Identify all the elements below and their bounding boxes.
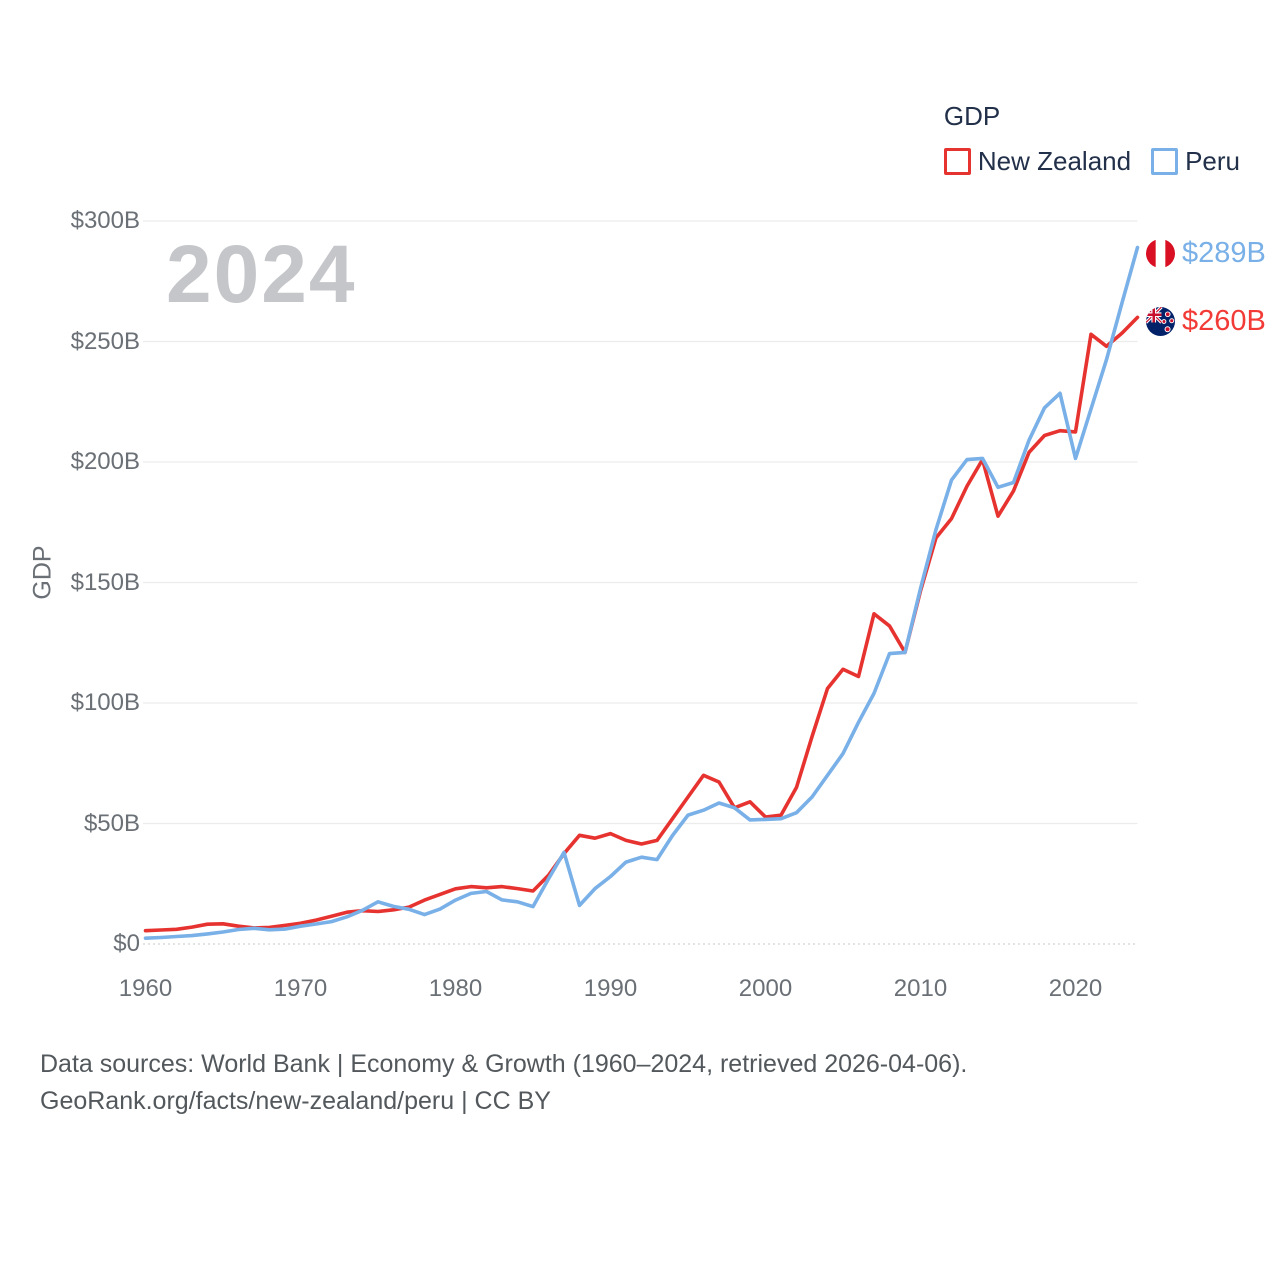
legend-label-peru: Peru [1185, 146, 1240, 176]
new-zealand-line [143, 315, 1140, 933]
x-tick-label: 2010 [893, 975, 948, 1002]
peru-line [143, 245, 1140, 941]
x-tick-label: 1980 [428, 975, 483, 1002]
legend-label-new-zealand: New Zealand [977, 146, 1132, 176]
x-tick-label: 1960 [118, 975, 173, 1002]
y-tick-label: $300B [70, 207, 140, 234]
new-zealand-end-label: $260B [1146, 306, 1266, 336]
peru-flag-icon [1146, 238, 1175, 268]
new-zealand-swatch-icon [943, 148, 971, 175]
y-tick-label: $200B [70, 448, 140, 475]
x-tick-label: 2020 [1048, 975, 1103, 1002]
y-tick-label: $100B [70, 689, 140, 716]
y-tick-label: $250B [70, 327, 140, 355]
y-tick-label: $150B [70, 568, 140, 596]
legend-item-peru[interactable]: Peru [1151, 146, 1240, 177]
peru-swatch-icon [1151, 148, 1179, 175]
new-zealand-flag-icon [1146, 306, 1175, 336]
chart-legend: GDP New Zealand Peru [943, 101, 1240, 177]
new-zealand-end-value: $260B [1182, 305, 1266, 337]
legend-title: GDP [943, 101, 1001, 131]
attribution-footer: Data sources: World Bank | Economy & Gro… [40, 1046, 967, 1120]
peru-end-label: $289B [1146, 238, 1266, 268]
data-sources-line: Data sources: World Bank | Economy & Gro… [40, 1050, 968, 1078]
x-tick-label: 2000 [738, 975, 793, 1002]
source-url-line: GeoRank.org/facts/new-zealand/peru | CC … [40, 1087, 551, 1115]
year-watermark: 2024 [166, 229, 357, 320]
x-tick-label: 1970 [273, 975, 328, 1002]
legend-item-new-zealand[interactable]: New Zealand [943, 146, 1132, 177]
y-tick-label: $50B [83, 809, 140, 837]
x-tick-label: 1990 [583, 975, 638, 1002]
peru-end-value: $289B [1182, 237, 1266, 269]
y-tick-label: $0 [113, 930, 140, 957]
